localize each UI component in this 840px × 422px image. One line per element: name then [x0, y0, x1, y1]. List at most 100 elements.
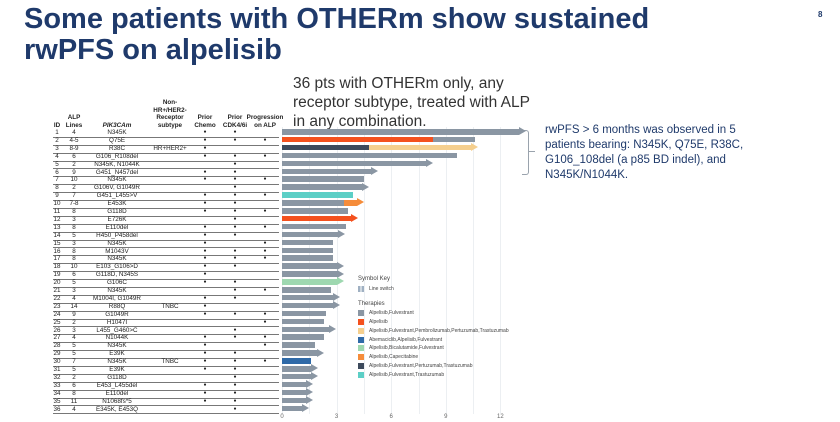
therapies-title: Therapies [358, 300, 385, 307]
cell-lines: 3 [72, 215, 76, 223]
cell-lines: 5 [72, 231, 76, 239]
cell-id: 30 [53, 358, 61, 366]
bracket-tick [529, 151, 535, 152]
cell-lines: 4-5 [69, 136, 79, 144]
dot-cdk: ● [233, 310, 237, 317]
dot-cdk: ● [233, 136, 237, 143]
table-row: 17 8 N345K ● ● ● [53, 255, 279, 265]
legend-item: Alpelisib,Fulvestrant,Pembrolizumab,Pert… [358, 326, 509, 335]
gridline [473, 127, 475, 414]
cell-mut: E453K [107, 200, 127, 208]
table-row: 32 2 G118D ● [53, 374, 279, 383]
bar-segment [282, 152, 457, 159]
bar-segment [369, 144, 472, 151]
legend-item: Alpelisib,Capecitabine [358, 353, 509, 362]
ongoing-arrow-icon [316, 348, 324, 357]
dot-cdk: ● [233, 208, 237, 214]
table-row: 34 8 E110del ● ● [53, 390, 279, 399]
cell-mut: L455_G460>C [96, 326, 138, 334]
cell-id: 32 [53, 373, 61, 381]
bar-segment [282, 160, 426, 167]
header-prior-chemo: Prior Chemo [194, 114, 216, 129]
table-row: 3 8-9 R38C HR+HER2+ ● [53, 145, 279, 154]
dot-cdk: ● [233, 294, 237, 301]
cell-id: 9 [55, 192, 59, 200]
table-row: 13 8 E110del ● ● ● [53, 224, 279, 233]
cell-id: 27 [53, 334, 61, 342]
cell-lines: 10 [70, 176, 78, 184]
ongoing-arrow-icon [305, 380, 313, 389]
legend-item: Abemaciclib,Alpelisib,Fulvestrant [358, 335, 509, 344]
table-row: 20 5 G106C ● ● [53, 279, 279, 288]
cell-lines: 5 [72, 279, 76, 287]
dot-prog: ● [263, 310, 267, 317]
side-text: rwPFS > 6 months was observed in 5 patie… [545, 124, 744, 181]
legend-swatch [358, 345, 364, 352]
dot-cdk: ● [233, 350, 237, 357]
bar-segment [282, 200, 344, 206]
header-alp-lines: ALP Lines [65, 114, 83, 129]
dot-chemo: ● [203, 152, 207, 159]
cell-lines: 8 [72, 247, 76, 255]
table-row: 6 9 G451_N457del ● ● [53, 169, 279, 178]
dot-chemo: ● [203, 334, 207, 341]
cell-lines: 5 [72, 366, 76, 373]
cell-id: 12 [53, 215, 61, 223]
bar-segment [282, 294, 333, 301]
table-row: 29 5 E39K ● ● [53, 350, 279, 360]
dot-cdk: ● [233, 279, 237, 286]
bar-segment [282, 271, 337, 277]
dot-chemo: ● [203, 342, 207, 349]
dot-cdk: ● [233, 381, 237, 388]
bar-segment [282, 358, 312, 364]
dot-cdk: ● [233, 215, 237, 222]
cell-mut: N345K, N1044K [94, 160, 140, 168]
cell-id: 25 [53, 318, 61, 326]
header-receptor: Non-HR+/HER2- Receptor subtype [153, 99, 187, 129]
bar-segment [282, 144, 370, 151]
cell-id: 19 [53, 271, 61, 279]
legend-item: Alpelisib [358, 318, 509, 327]
cell-mut: N345K [107, 129, 127, 136]
cell-lines: 6 [72, 271, 76, 279]
legend-item: Alpelisib,Fulvestrant,Pertuzumab,Trastuz… [358, 362, 509, 371]
dot-prog: ● [263, 136, 267, 143]
dot-chemo: ● [203, 192, 207, 199]
table-row: 35 11 N1068fs*5 ● ● [53, 398, 279, 407]
cell-mut: E39K [109, 350, 125, 358]
table-row: 26 3 L455_G460>C ● [53, 327, 279, 336]
table-row: 11 8 G118D ● ● ● [53, 208, 279, 217]
dot-chemo: ● [203, 208, 207, 214]
cell-mut: N1068fs*5 [102, 397, 132, 405]
cell-id: 14 [53, 231, 61, 239]
cell-mut: E110del [105, 389, 129, 397]
dot-chemo: ● [203, 136, 207, 143]
cell-mut: N345K [107, 255, 127, 263]
cell-id: 17 [53, 255, 61, 263]
legend-label: Alpelisib,Fulvestrant,Pertuzumab,Trastuz… [369, 362, 473, 369]
cell-id: 31 [53, 366, 61, 373]
table-row: 4 6 G106_R108del ● ● ● [53, 153, 279, 162]
cell-mut: E110del [105, 223, 129, 231]
gridline [282, 127, 283, 414]
cell-rec: HR+HER2+ [153, 144, 187, 152]
dot-prog: ● [263, 239, 267, 246]
table-row: 36 4 E345K, E453Q ● [53, 406, 279, 415]
ongoing-arrow-icon [302, 403, 310, 412]
header-prior-cdk: Prior CDK4/6i [222, 114, 248, 129]
legend-label: Alpelisib [369, 318, 388, 325]
cell-id: 1 [55, 129, 59, 136]
cell-id: 33 [53, 381, 61, 389]
table-row: 31 5 E39K ● ● [53, 366, 279, 375]
dot-prog: ● [263, 223, 267, 230]
cell-id: 13 [53, 223, 61, 231]
table-row: 22 4 M1004I, G1049R ● ● [53, 295, 279, 304]
ongoing-arrow-icon [332, 301, 340, 310]
gridline [309, 127, 311, 414]
dot-cdk: ● [233, 160, 237, 167]
ongoing-arrow-icon [371, 166, 379, 175]
dot-chemo: ● [203, 358, 207, 365]
table-row: 15 3 N345K ● ● [53, 240, 279, 249]
table-row: 12 3 E726K ● [53, 216, 279, 225]
cell-lines: 7-8 [69, 200, 79, 208]
